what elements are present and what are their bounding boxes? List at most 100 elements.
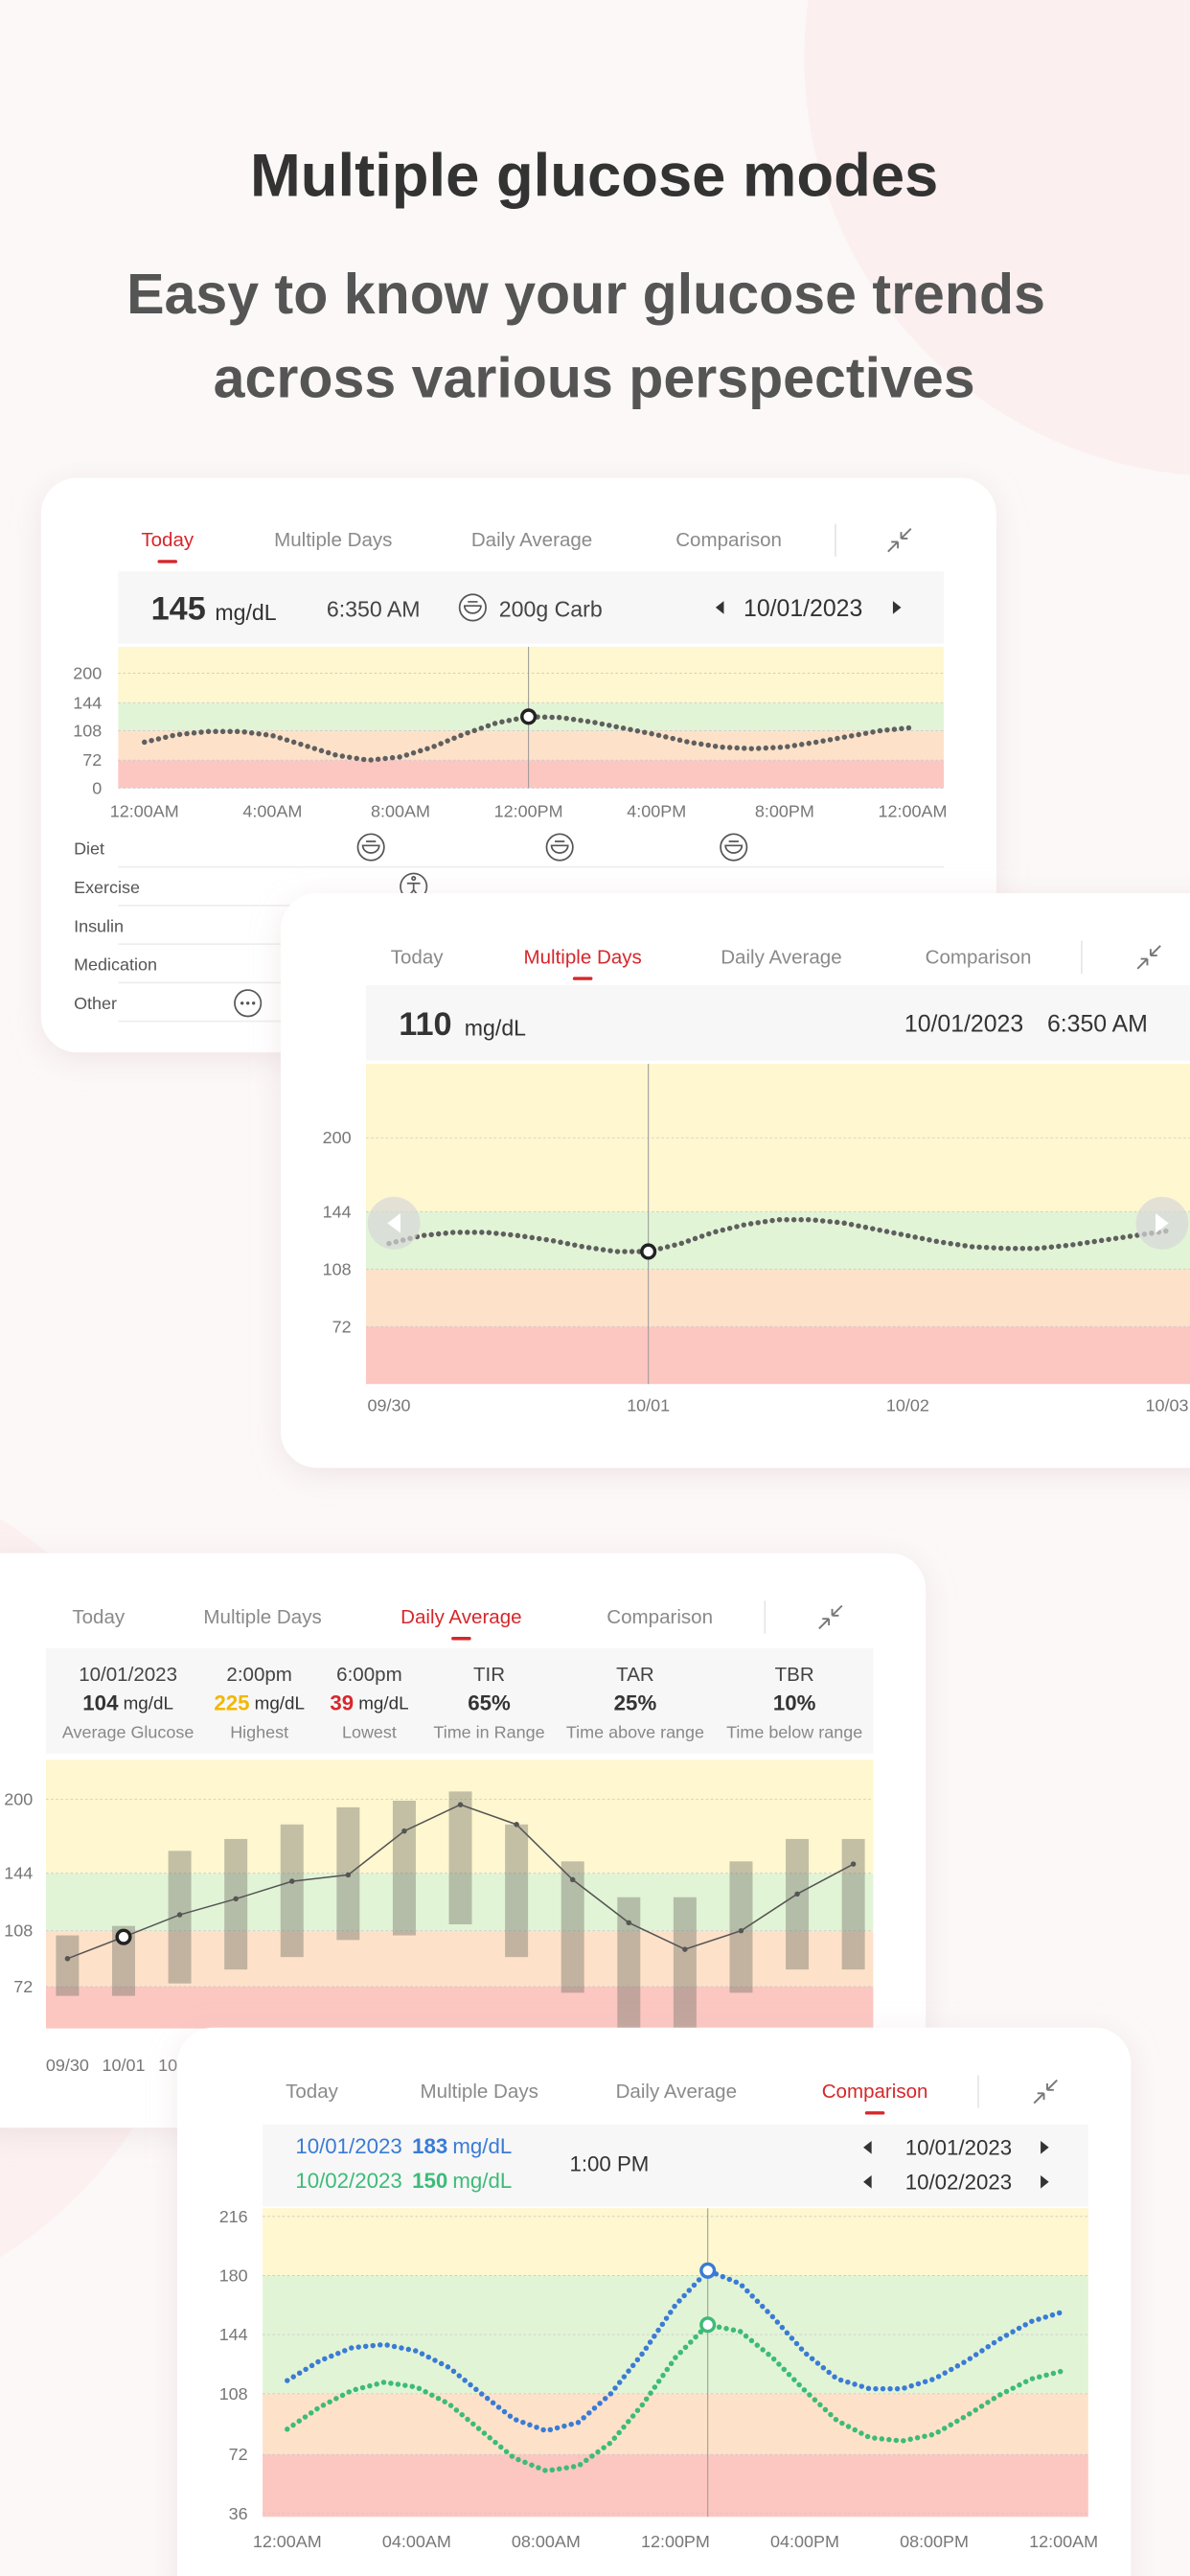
average-point [457,1802,464,1807]
stat-number: 225 [214,1690,249,1714]
compare-value: 183 [412,2134,447,2158]
x-tick-label: 12:00PM [641,2532,710,2551]
collapse-icon[interactable] [818,1604,843,1630]
exercise-icon-glyph [406,876,421,897]
stat-unit: mg/dL [255,1692,305,1713]
tab[interactable]: Multiple Days [421,2081,538,2103]
event-label: Medication [74,955,157,975]
tab[interactable]: Comparison [822,2081,928,2103]
tab[interactable]: Today [286,2081,339,2103]
glucose-line [285,2322,1066,2474]
tab[interactable]: Daily Average [616,2081,737,2103]
stat-caption: Time above range [566,1722,704,1741]
info-bar [366,984,1190,1061]
tab[interactable]: Multiple Days [523,946,641,968]
tab[interactable]: Daily Average [471,529,592,551]
stat-number: 25% [614,1690,657,1714]
tab[interactable]: Today [141,529,195,551]
tab-underline [157,560,178,564]
range-band [263,2275,1088,2394]
average-point [176,1912,183,1918]
y-tick-label: 36 [229,2504,248,2523]
meal-icon-glyph [550,840,569,854]
stat-number: 104 [82,1690,119,1714]
meal-icon-glyph [361,840,380,854]
tab[interactable]: Comparison [606,1606,713,1628]
x-tick-label: 12:00AM [253,2532,322,2551]
y-tick-label: 216 [219,2207,248,2226]
stat-heading: TAR [616,1664,654,1686]
stat-heading: 2:00pm [226,1664,292,1686]
range-band [118,760,945,789]
caret [863,2140,872,2154]
collapse-icon[interactable] [887,528,912,553]
meal-icon [458,593,487,622]
y-tick-label: 144 [4,1864,33,1883]
meal-icon [545,833,574,862]
tab[interactable]: Multiple Days [203,1606,321,1628]
other-icon-glyph [240,1001,244,1005]
stat-value: 225 mg/dL [214,1690,305,1714]
meal-icon [356,833,385,862]
scroll-arrow [1156,1213,1169,1233]
collapse-icon[interactable] [1033,2079,1058,2104]
stat-number: 39 [330,1690,354,1714]
y-tick-label: 72 [229,2445,248,2464]
meal-icon-glyph [724,840,744,854]
other-icon-glyph [245,1001,250,1005]
collapse-icon[interactable] [1136,945,1161,970]
highlight-point [699,2316,717,2334]
x-tick-label: 08:00PM [900,2532,969,2551]
stat-heading: TIR [473,1664,505,1686]
tab[interactable]: Today [72,1606,126,1628]
meal-icon [720,833,748,862]
stat-caption: Highest [230,1722,288,1741]
x-tick-label: 10/03 [1146,1395,1189,1414]
y-tick-label: 200 [73,663,102,682]
stat-value: 10% [773,1690,816,1714]
stats-bar [45,1648,874,1754]
scroll-arrow [387,1213,400,1233]
x-tick-label: 09/30 [46,2056,89,2075]
highlight-point [699,2262,717,2279]
card-comparison: Today Multiple Days Daily Average Compariso… [177,2027,1132,2576]
date-selector[interactable]: 10/01/2023 [905,2135,1012,2159]
y-tick-label: 144 [323,1202,352,1221]
date: 10/01/2023 [904,1012,1023,1038]
tab[interactable]: Daily Average [400,1606,521,1628]
x-tick-label: 10/01 [627,1395,670,1414]
date-selector[interactable]: 10/02/2023 [905,2170,1012,2194]
y-tick-label: 144 [219,2325,248,2344]
unit: mg/dL [215,600,276,625]
stat-number: 65% [468,1690,511,1714]
carb: 200g Carb [499,597,603,622]
tab[interactable]: Daily Average [721,946,841,968]
range-bar [448,1791,472,1925]
glucose-line [285,2267,1066,2434]
tab-underline [451,1637,471,1641]
average-point [401,1828,407,1834]
stat-number: 10% [773,1690,816,1714]
range-band [45,1986,874,2029]
tab[interactable]: Comparison [926,946,1032,968]
y-tick-label: 108 [219,2384,248,2404]
tab[interactable]: Comparison [675,529,782,551]
range-band [366,1326,1190,1385]
y-tick-label: 0 [92,778,102,797]
y-tick-label: 72 [82,750,102,770]
time: 6:350 AM [327,597,421,622]
caret [715,601,724,614]
stat-heading: TBR [775,1664,814,1686]
range-band [45,1760,874,1874]
average-point [738,1927,744,1934]
tab-underline [864,2111,885,2115]
stat-heading: 6:00pm [336,1664,402,1686]
tab[interactable]: Multiple Days [274,529,392,551]
x-tick-label: 12:00AM [1029,2532,1098,2551]
y-tick-label: 108 [73,721,102,740]
time: 1:00 PM [569,2151,649,2175]
x-tick-label: 4:00AM [242,801,302,820]
meal-icon-glyph [463,601,482,614]
range-bar [392,1801,416,1936]
tab[interactable]: Today [391,946,445,968]
